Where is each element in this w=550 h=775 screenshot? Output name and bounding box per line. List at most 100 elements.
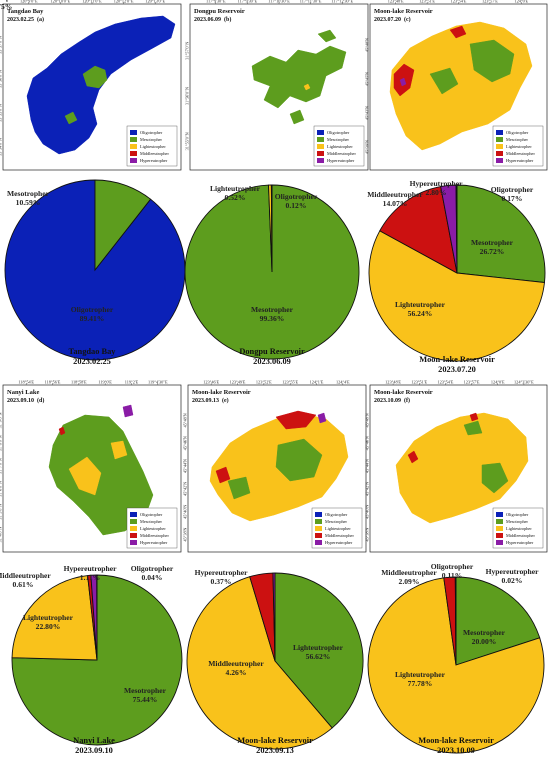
pie-slice-lighteutropher bbox=[11, 575, 98, 661]
x-tick-label: 124°3'30"E bbox=[514, 380, 534, 385]
slice-label: Hypereutropher 2.80% bbox=[410, 179, 464, 197]
y-tick-label: 31°57'0"N bbox=[185, 42, 190, 60]
pie-chart-3: Oligotropher 0.17% Mesotropher 26.72% Lighte… bbox=[367, 179, 546, 374]
legend-label: Lighteutropher bbox=[506, 526, 532, 531]
slice-label-pct: 0.11% bbox=[442, 571, 462, 580]
legend-swatch-oligotropher bbox=[315, 512, 322, 517]
slice-label: Hypereutropher 1.11% bbox=[64, 564, 118, 582]
legend-label: Lighteutropher bbox=[140, 526, 166, 531]
map-region-mesotropher bbox=[317, 29, 337, 43]
x-tick-label: 123°52'E bbox=[256, 380, 272, 385]
map-panel-letter: (c) bbox=[404, 16, 411, 23]
y-tick-label: 45°42'N bbox=[365, 106, 370, 120]
y-tick-label: 31°6'0"N bbox=[0, 481, 3, 497]
legend-label: Oligotropher bbox=[140, 512, 163, 517]
map-region-mesotropher bbox=[481, 462, 509, 494]
map-panel-letter: (e) bbox=[222, 397, 229, 404]
map-title: Dongpu Reservoir bbox=[194, 8, 245, 15]
slice-label: Oligotropher 0.11% bbox=[431, 562, 474, 580]
legend-swatch-hypereutropher bbox=[315, 540, 322, 545]
legend-label: Oligotropher bbox=[506, 130, 529, 135]
y-tick-label: 45°38'N bbox=[183, 527, 188, 541]
legend-swatch-hypereutropher bbox=[130, 540, 137, 545]
map-region-lighteutropher bbox=[68, 456, 102, 496]
map-region-middleeutropher bbox=[469, 412, 479, 422]
slice-label-name: Oligotropher bbox=[431, 562, 474, 571]
map-title: Moon-lake Reservoir bbox=[374, 389, 433, 396]
x-tick-label: 119°4'30"E bbox=[148, 380, 168, 385]
legend-label: Hypereutropher bbox=[506, 540, 534, 545]
pie-caption: Dongpu Reservoir 2023.06.09 bbox=[239, 347, 305, 366]
legend-swatch-hypereutropher bbox=[130, 158, 137, 163]
slice-label-name: Mesotropher bbox=[7, 189, 50, 198]
slice-label-name: Middleeutropher bbox=[367, 190, 423, 199]
pie-slice-oligotropher bbox=[454, 576, 457, 666]
slice-label: Oligotropher 0.04% bbox=[131, 564, 174, 582]
legend-swatch-lighteutropher bbox=[496, 526, 503, 531]
x-tick-label: 119°0'E bbox=[98, 380, 112, 385]
pie-chart-1: Oligotropher 89.41% Mesotropher 10.59% Tangd… bbox=[4, 179, 186, 366]
map-date-value: 2023.09.13 bbox=[192, 398, 219, 404]
y-tick-label: 45°45'N bbox=[365, 72, 370, 86]
pie-slice-mesotropher bbox=[274, 572, 364, 729]
legend-swatch-mesotropher bbox=[130, 137, 137, 142]
x-tick-label: 124°0'E bbox=[514, 0, 528, 4]
slice-label-pct: 0.52% bbox=[225, 193, 246, 202]
x-tick-label: 123°46'E bbox=[203, 380, 219, 385]
legend-swatch-oligotropher bbox=[130, 130, 137, 135]
slice-label: Middleeutropher 0.61% bbox=[0, 571, 51, 589]
map-date-value: 2023.09.10 bbox=[7, 398, 34, 404]
map-date-value: 2023.02.25 bbox=[7, 17, 34, 23]
pie-slice-oligotropher bbox=[455, 184, 458, 274]
slice-label: Middleeutropher 4.26% bbox=[208, 659, 264, 677]
legend-label: Hypereutropher bbox=[140, 158, 168, 163]
slice-label: Hypereutropher 0.37% bbox=[195, 568, 249, 586]
slice-label-pct: 10.59% bbox=[16, 198, 41, 207]
slice-label: Lighteutropher 56.62% bbox=[293, 643, 344, 661]
slice-label-name: Mesotropher bbox=[251, 305, 294, 314]
x-tick-label: 123°48'E bbox=[388, 0, 404, 4]
slice-label-pct: 99.36% bbox=[260, 314, 285, 323]
map-region-mesotropher bbox=[429, 67, 459, 95]
legend-swatch-mesotropher bbox=[317, 137, 324, 142]
slice-label: Oligotropher 0.17% bbox=[491, 185, 534, 203]
x-tick-label: 123°54'E bbox=[451, 0, 467, 4]
slice-label: Oligotropher 0.12% bbox=[275, 192, 318, 210]
map-date-value: 2023.07.20 bbox=[374, 17, 401, 23]
map-region-mesotropher bbox=[469, 39, 515, 83]
y-tick-label: 31°7'0"N bbox=[0, 458, 3, 474]
slice-label: Mesotropher 99.36% bbox=[251, 305, 294, 323]
legend-swatch-middleeutropher bbox=[315, 533, 322, 538]
map-region-hypereutropher bbox=[399, 77, 407, 87]
legend-swatch-hypereutropher bbox=[496, 540, 503, 545]
map-region-mesotropher bbox=[251, 45, 347, 109]
slice-label-pct: 77.78% bbox=[408, 679, 433, 688]
x-tick-label: 120°11'0"E bbox=[82, 0, 102, 4]
map-region-lighteutropher bbox=[110, 440, 128, 460]
slice-label: Mesotropher 20.00% bbox=[463, 628, 506, 646]
y-tick-label: 45°39'N bbox=[365, 140, 370, 154]
map-title: Tangdao Bay bbox=[7, 8, 44, 15]
x-tick-label: 124°1'E bbox=[310, 380, 324, 385]
slice-label: Lighteutropher 56.24% bbox=[395, 300, 446, 318]
x-tick-label: 124°4'E bbox=[336, 380, 350, 385]
pie-caption-date: 2023.02.25 bbox=[73, 357, 111, 366]
legend-label: Hypereutropher bbox=[506, 158, 534, 163]
slice-label-pct: 26.72% bbox=[480, 247, 505, 256]
slice-label: Mesotropher 75.44% bbox=[124, 686, 167, 704]
x-tick-label: 118°58'E bbox=[71, 380, 87, 385]
legend-swatch-mesotropher bbox=[315, 519, 322, 524]
map-date: 2023.06.09 (b) bbox=[194, 16, 231, 23]
legend-label: Oligotropher bbox=[140, 130, 163, 135]
slice-label-name: Hypereutropher bbox=[64, 564, 118, 573]
y-tick-label: 35°57'0"N bbox=[0, 36, 3, 54]
y-tick-label: 45°40'N bbox=[365, 505, 370, 519]
y-tick-label: 45°40'N bbox=[183, 505, 188, 519]
y-tick-label: 45°48'N bbox=[365, 413, 370, 427]
slice-label-pct: 75.44% bbox=[133, 695, 158, 704]
slice-label-name: Oligotropher bbox=[131, 564, 174, 573]
map-region-middleeutropher bbox=[215, 466, 231, 484]
map-region-mesotropher bbox=[82, 65, 108, 89]
legend-label: Lighteutropher bbox=[327, 144, 353, 149]
